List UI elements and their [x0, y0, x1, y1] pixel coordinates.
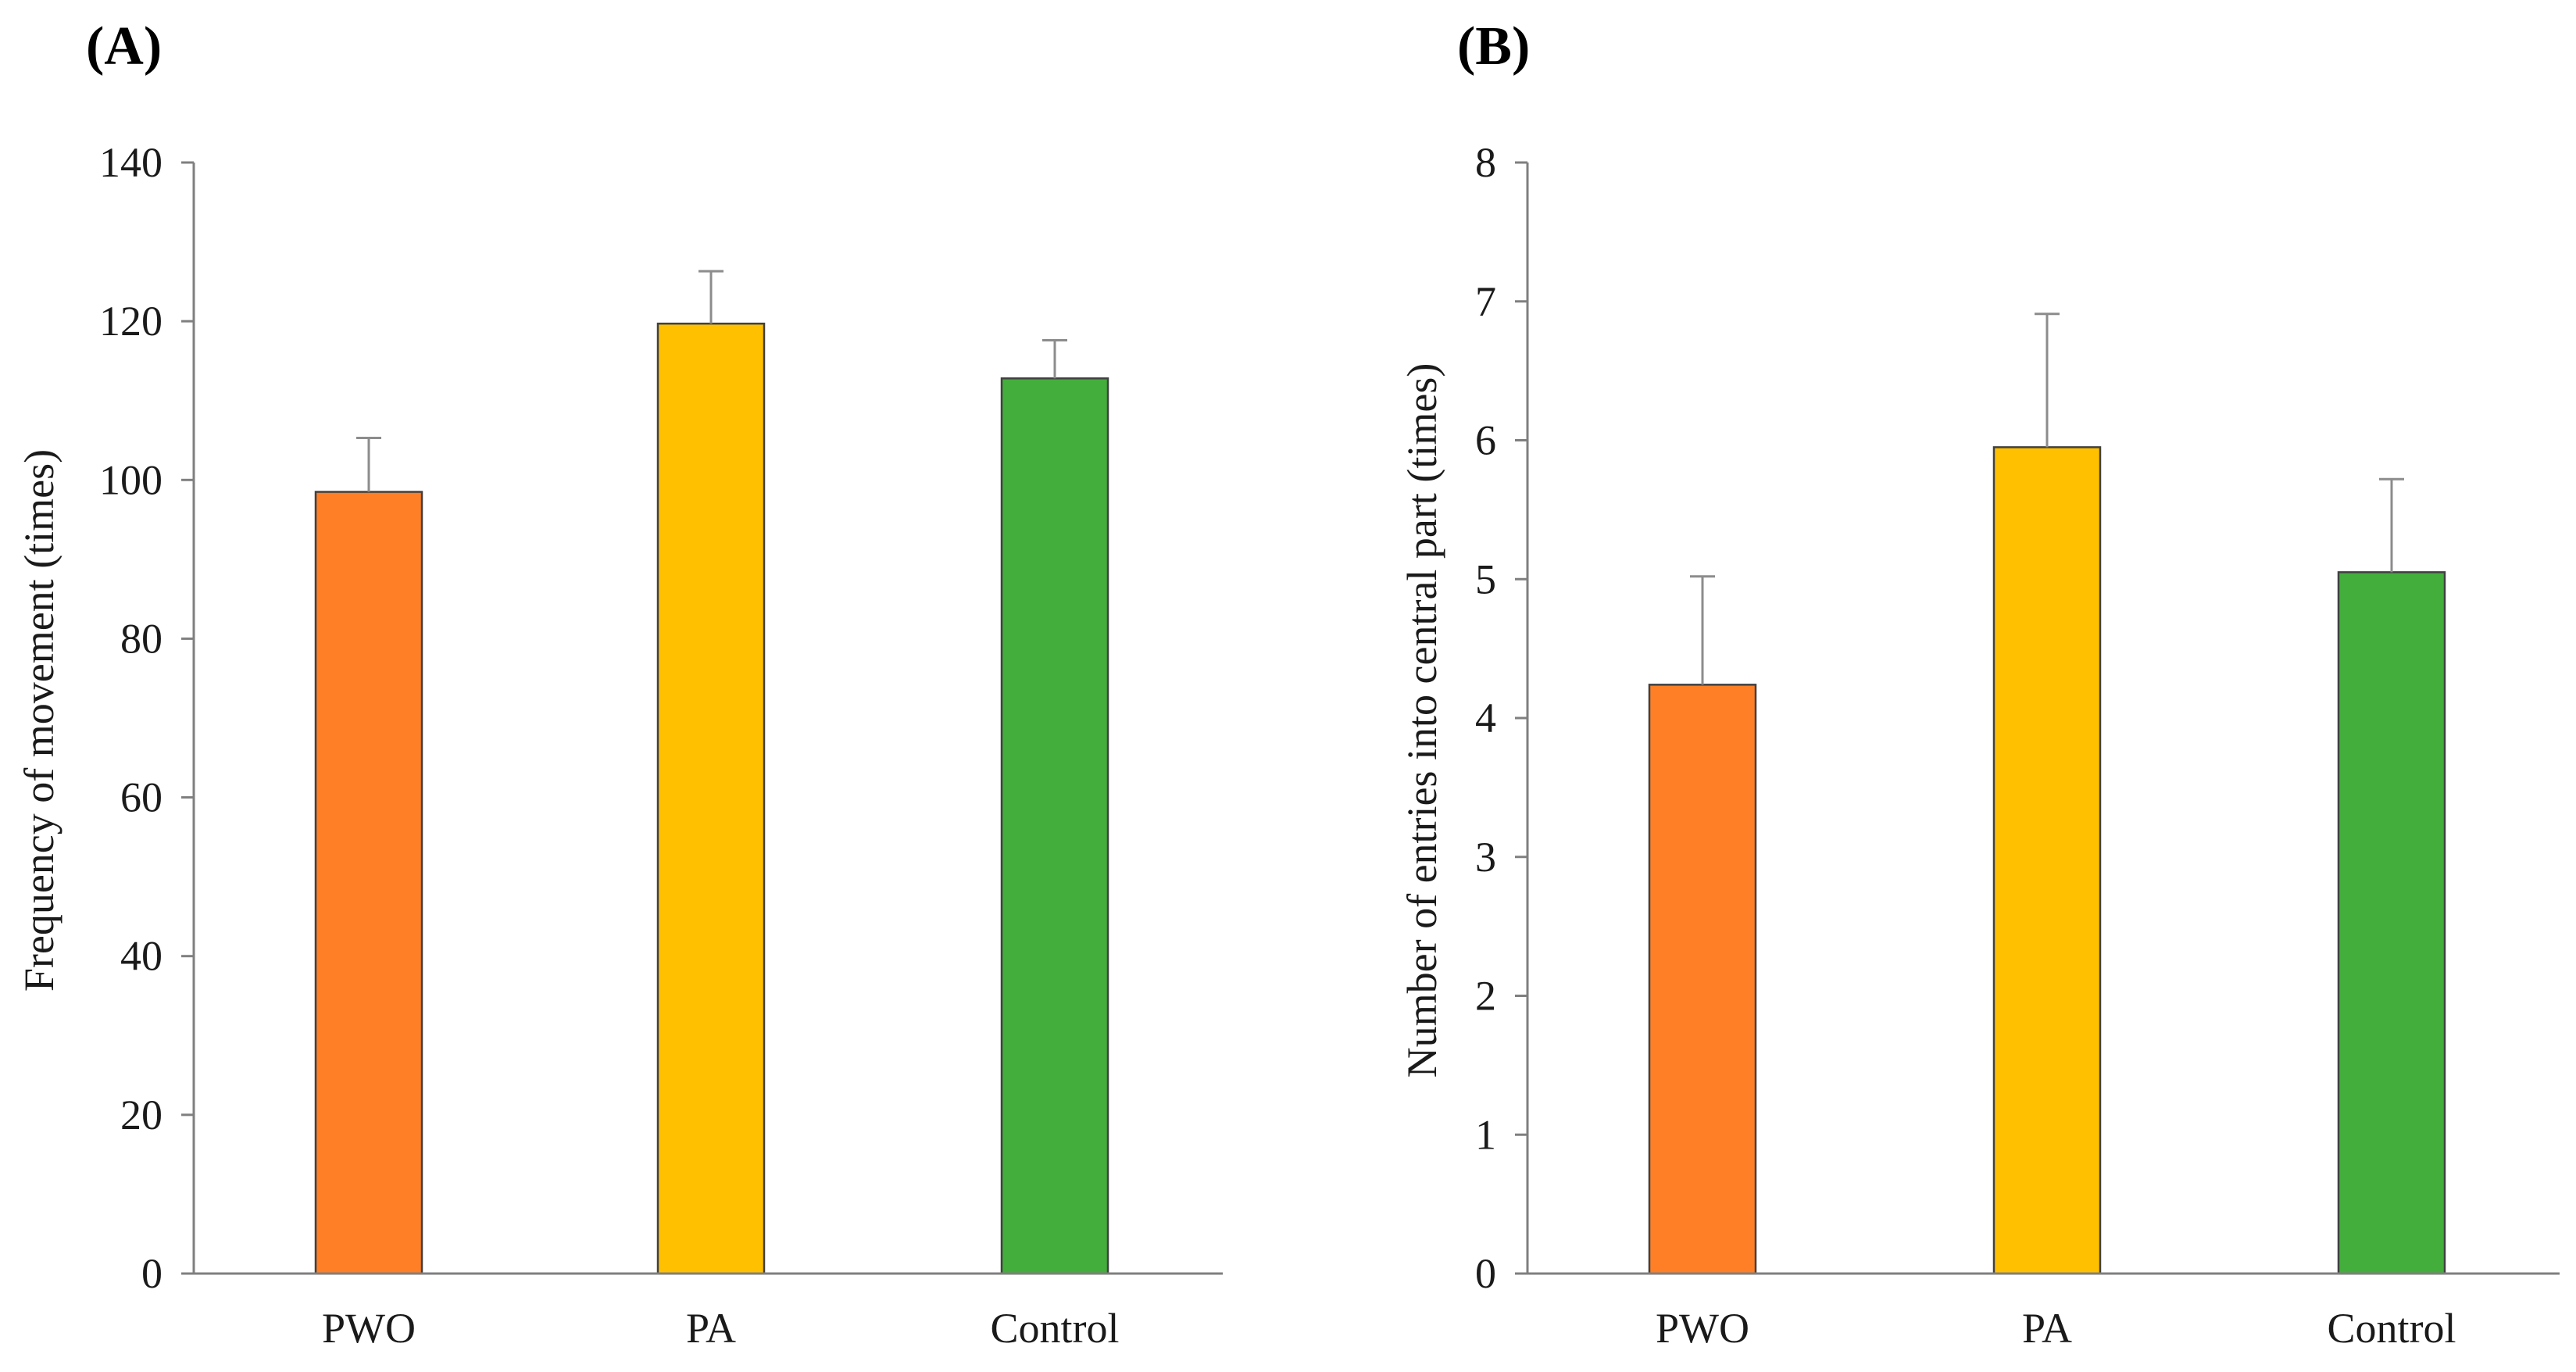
bar-control	[2337, 571, 2446, 1275]
y-tick-label: 0	[141, 1250, 163, 1297]
error-bar-pwo	[1690, 575, 1715, 685]
bar-pwo	[314, 491, 423, 1275]
panel-a: (A) Frequency of movement (times) 0 20 40 6…	[16, 16, 1223, 1352]
y-tick-label: 140	[99, 139, 163, 186]
error-bar-pa	[698, 270, 723, 324]
panel-label: (A)	[86, 16, 162, 77]
y-tick-label: 60	[120, 774, 163, 821]
y-axis-ticks: 0 20 40 60 80 100 120 140	[99, 139, 194, 1297]
x-category-label: Control	[2327, 1305, 2456, 1352]
y-axis-title: Number of entries into central part (tim…	[1399, 363, 1445, 1078]
y-tick-label: 8	[1475, 139, 1496, 186]
error-bar-pa	[2035, 313, 2060, 448]
x-category-label: PA	[2022, 1305, 2072, 1352]
y-tick-label: 7	[1475, 278, 1496, 325]
bars	[314, 322, 1109, 1275]
axes	[1526, 163, 2560, 1275]
x-category-label: PA	[686, 1305, 736, 1352]
bars	[1648, 446, 2446, 1275]
y-tick-label: 0	[1475, 1250, 1496, 1297]
error-bar-control	[1042, 339, 1067, 379]
panel-b: (B) Number of entries into central part …	[1399, 16, 2560, 1352]
y-tick-label: 40	[120, 933, 163, 980]
y-tick-label: 100	[99, 456, 163, 503]
y-tick-label: 5	[1475, 556, 1496, 602]
y-tick-label: 20	[120, 1092, 163, 1138]
bar-pa	[1992, 446, 2102, 1275]
error-bar-control	[2379, 477, 2404, 573]
y-axis-ticks: 0 1 2 3 4 5 6 7 8	[1475, 139, 1527, 1297]
y-tick-label: 6	[1475, 417, 1496, 464]
error-bars	[356, 270, 1067, 492]
bar-pwo	[1648, 684, 1757, 1275]
y-tick-label: 2	[1475, 973, 1496, 1020]
y-tick-label: 80	[120, 615, 163, 662]
x-category-label: Control	[990, 1305, 1119, 1352]
x-axis-labels: PWO PA Control	[322, 1305, 1120, 1352]
y-tick-label: 3	[1475, 834, 1496, 881]
x-category-label: PWO	[1656, 1305, 1749, 1352]
bar-pa	[656, 322, 766, 1275]
y-axis-title: Frequency of movement (times)	[16, 449, 63, 991]
x-category-label: PWO	[322, 1305, 416, 1352]
error-bar-pwo	[356, 436, 381, 492]
x-axis-labels: PWO PA Control	[1656, 1305, 2456, 1352]
error-bars	[1690, 313, 2404, 685]
y-tick-label: 4	[1475, 695, 1496, 741]
panel-label: (B)	[1457, 16, 1530, 77]
y-tick-label: 1	[1475, 1111, 1496, 1158]
y-tick-label: 120	[99, 298, 163, 345]
bar-control	[1000, 377, 1109, 1275]
axes	[192, 163, 1223, 1275]
